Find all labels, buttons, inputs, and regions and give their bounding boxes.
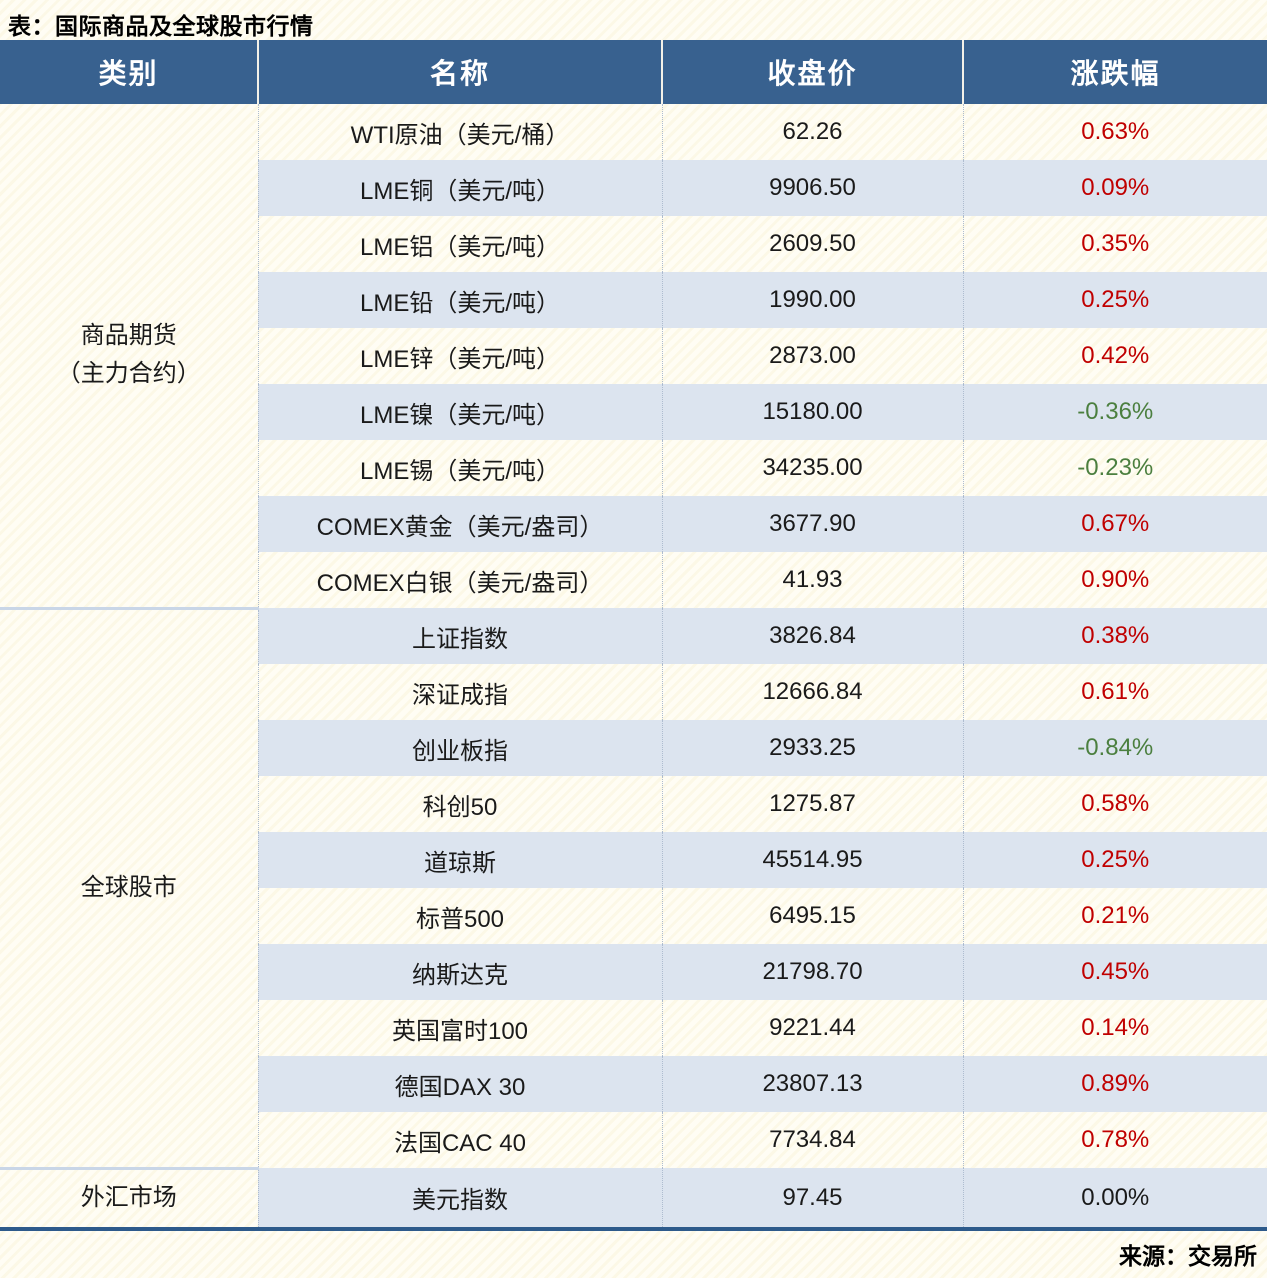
table-row: COMEX白银（美元/盎司） 41.93 0.90% [0,552,1267,608]
change-percent: 0.61% [962,664,1267,720]
table-row: COMEX黄金（美元/盎司） 3677.90 0.67% [0,496,1267,552]
change-percent: -0.23% [962,440,1267,496]
close-price: 62.26 [661,104,963,160]
instrument-name: LME锌（美元/吨） [257,328,662,384]
change-percent: 0.38% [962,608,1267,664]
instrument-name: 创业板指 [257,720,662,776]
close-price: 3677.90 [661,496,963,552]
table-row: LME镍（美元/吨） 15180.00 -0.36% [0,384,1267,440]
close-price: 15180.00 [661,384,963,440]
instrument-name: 美元指数 [257,1168,662,1231]
table-row: LME锡（美元/吨） 34235.00 -0.23% [0,440,1267,496]
table-row: 商品期货 （主力合约） WTI原油（美元/桶） 62.26 0.63% [0,104,1267,387]
change-percent: -0.84% [962,720,1267,776]
change-percent: 0.90% [962,552,1267,608]
header-close: 收盘价 [661,40,963,104]
market-quotes-table: 类别 名称 收盘价 涨跌幅 商品期货 （主力合约） WTI原油（美元/桶） 62.26… [0,40,1267,1231]
close-price: 9221.44 [661,1000,963,1056]
close-price: 1990.00 [661,272,963,328]
close-price: 2873.00 [661,328,963,384]
table-row: 法国CAC 40 7734.84 0.78% [0,1112,1267,1168]
category-cell: 外汇市场 [0,1166,258,1231]
change-percent: 0.89% [962,1056,1267,1112]
header-name: 名称 [257,40,662,104]
instrument-name: 深证成指 [257,664,662,720]
category-label: 全球股市 [80,873,177,901]
change-percent: 0.35% [962,216,1267,272]
instrument-name: 道琼斯 [257,832,662,888]
close-price: 34235.00 [661,440,963,496]
close-price: 21798.70 [661,944,963,1000]
change-percent: 0.14% [962,1000,1267,1056]
table-row: 创业板指 2933.25 -0.84% [0,720,1267,776]
instrument-name: COMEX白银（美元/盎司） [257,552,662,608]
table-row: LME铅（美元/吨） 1990.00 0.25% [0,272,1267,328]
category-label: （主力合约） [56,360,201,388]
change-percent: 0.25% [962,272,1267,328]
table-row: 外汇市场 美元指数 97.45 0.00% [0,1166,1267,1231]
change-percent: 0.42% [962,328,1267,384]
table-row: LME铝（美元/吨） 2609.50 0.35% [0,216,1267,272]
instrument-name: 德国DAX 30 [257,1056,662,1112]
table-header-row: 类别 名称 收盘价 涨跌幅 [0,40,1267,104]
close-price: 23807.13 [661,1056,963,1112]
change-percent: 0.67% [962,496,1267,552]
table-row: 英国富时100 9221.44 0.14% [0,1000,1267,1056]
table-row: 德国DAX 30 23807.13 0.89% [0,1056,1267,1112]
instrument-name: LME镍（美元/吨） [257,384,662,440]
instrument-name: 纳斯达克 [257,944,662,1000]
instrument-name: COMEX黄金（美元/盎司） [257,496,662,552]
category-cell: 商品期货 （主力合约） [0,104,258,608]
instrument-name: 英国富时100 [257,1000,662,1056]
change-percent: 0.21% [962,888,1267,944]
page-title: 表：国际商品及全球股市行情 [8,13,314,39]
change-percent: 0.78% [962,1112,1267,1168]
close-price: 7734.84 [661,1112,963,1168]
instrument-name: LME铅（美元/吨） [257,272,662,328]
table-row: 科创50 1275.87 0.58% [0,776,1267,832]
table-row: LME锌（美元/吨） 2873.00 0.42% [0,328,1267,384]
change-percent: 0.58% [962,776,1267,832]
instrument-name: 法国CAC 40 [257,1112,662,1168]
table-row: LME铜（美元/吨） 9906.50 0.09% [0,160,1267,216]
table-row: 深证成指 12666.84 0.61% [0,664,1267,720]
close-price: 12666.84 [661,664,963,720]
table-row: 纳斯达克 21798.70 0.45% [0,944,1267,1000]
close-price: 9906.50 [661,160,963,216]
table-row: 全球股市 上证指数 3826.84 0.38% [0,606,1267,1168]
close-price: 41.93 [661,552,963,608]
close-price: 1275.87 [661,776,963,832]
instrument-name: LME铝（美元/吨） [257,216,662,272]
instrument-name: LME锡（美元/吨） [257,440,662,496]
instrument-name: LME铜（美元/吨） [257,160,662,216]
close-price: 2933.25 [661,720,963,776]
change-percent: 0.00% [962,1168,1267,1231]
instrument-name: 科创50 [257,776,662,832]
change-percent: 0.25% [962,832,1267,888]
change-percent: 0.09% [962,160,1267,216]
header-change: 涨跌幅 [962,40,1267,104]
category-label: 商品期货 [80,321,177,349]
change-percent: -0.36% [962,384,1267,440]
close-price: 6495.15 [661,888,963,944]
close-price: 3826.84 [661,608,963,664]
table-row: 标普500 6495.15 0.21% [0,888,1267,944]
category-label: 外汇市场 [80,1184,177,1212]
data-source: 来源：交易所 [1119,1243,1257,1269]
close-price: 2609.50 [661,216,963,272]
close-price: 45514.95 [661,832,963,888]
instrument-name: 上证指数 [257,608,662,664]
header-category: 类别 [0,40,258,104]
change-percent: 0.45% [962,944,1267,1000]
close-price: 97.45 [661,1168,963,1231]
change-percent: 0.63% [962,104,1267,160]
category-cell: 全球股市 [0,606,258,1168]
instrument-name: WTI原油（美元/桶） [257,104,662,160]
instrument-name: 标普500 [257,888,662,944]
table-row: 道琼斯 45514.95 0.25% [0,832,1267,888]
